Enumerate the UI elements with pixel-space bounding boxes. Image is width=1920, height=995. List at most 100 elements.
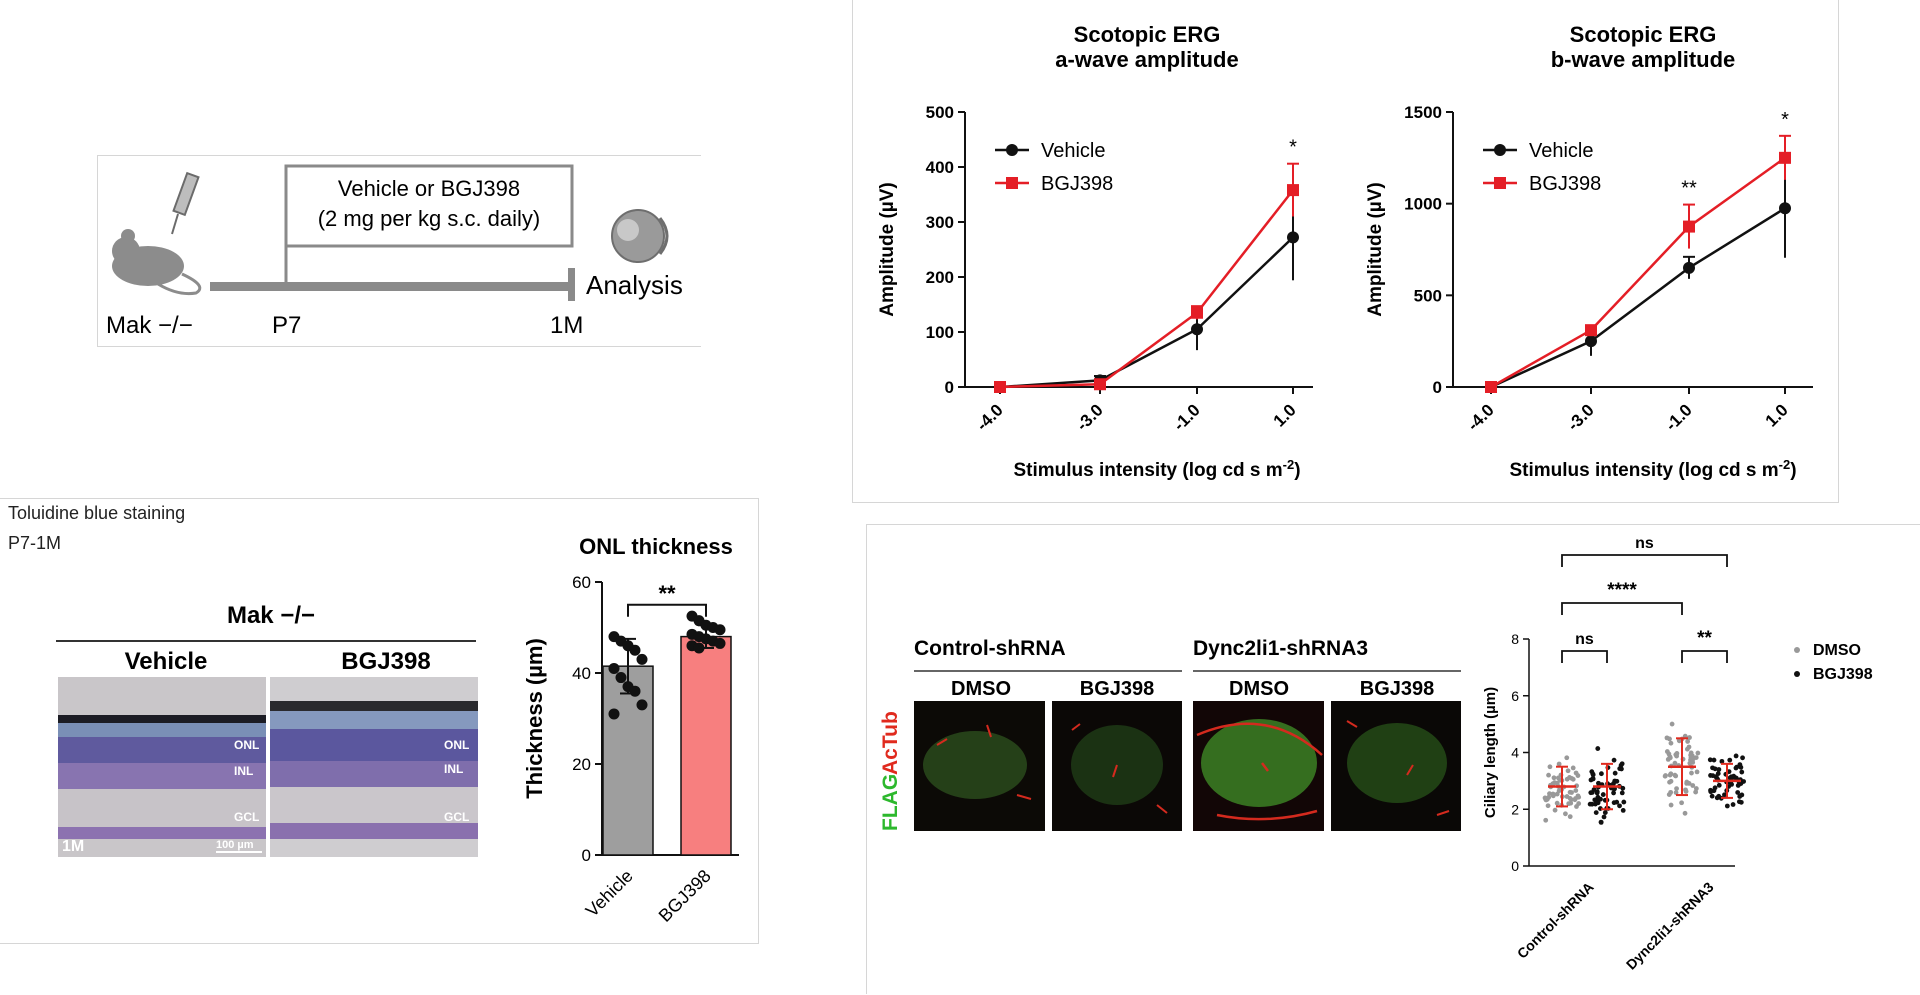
data-point bbox=[1573, 796, 1578, 801]
data-point bbox=[1591, 787, 1597, 793]
data-point bbox=[1547, 764, 1553, 770]
significance-mark: ns bbox=[1575, 631, 1594, 648]
significance-mark: * bbox=[1781, 109, 1789, 131]
data-point bbox=[1619, 790, 1625, 796]
chart-title: Scotopic ERG bbox=[1074, 22, 1221, 47]
data-point bbox=[994, 381, 1006, 393]
series-line-Vehicle bbox=[1490, 207, 1786, 389]
data-point bbox=[1724, 803, 1730, 809]
x-tick-label: -4.0 bbox=[973, 400, 1007, 434]
data-point bbox=[1711, 757, 1717, 763]
data-point bbox=[1556, 788, 1562, 794]
data-point bbox=[1695, 750, 1701, 756]
data-point bbox=[1573, 770, 1579, 776]
data-point bbox=[1585, 335, 1597, 348]
x-tick-label: -4.0 bbox=[1464, 400, 1498, 434]
data-point bbox=[1716, 767, 1722, 772]
data-point bbox=[1730, 775, 1735, 780]
data-point bbox=[1546, 772, 1551, 778]
significance-mark: * bbox=[1289, 137, 1297, 159]
data-point bbox=[1593, 810, 1599, 815]
data-point bbox=[1551, 775, 1557, 781]
chart-title: ONL thickness bbox=[579, 534, 733, 559]
data-point bbox=[1598, 819, 1604, 825]
mouse-icon bbox=[112, 229, 202, 296]
data-point bbox=[1707, 757, 1713, 763]
legend-label: DMSO bbox=[1813, 642, 1861, 659]
data-point bbox=[1712, 766, 1718, 772]
y-tick-label: 0 bbox=[945, 378, 954, 397]
data-point bbox=[1599, 771, 1604, 777]
significance-bracket bbox=[627, 603, 707, 617]
data-point bbox=[1739, 792, 1745, 798]
syringe-icon bbox=[171, 171, 200, 235]
bgj-section-image bbox=[270, 677, 478, 857]
data-point bbox=[1564, 755, 1570, 761]
vehicle-section-image bbox=[58, 677, 266, 857]
data-point bbox=[1683, 789, 1689, 794]
treatment-box bbox=[284, 164, 574, 248]
data-point bbox=[1710, 773, 1716, 779]
end-tick bbox=[568, 268, 575, 301]
bar-Vehicle bbox=[602, 665, 654, 856]
y-tick-label: 0 bbox=[582, 846, 591, 865]
data-point bbox=[636, 699, 648, 711]
data-point bbox=[1602, 810, 1608, 815]
data-point bbox=[1673, 752, 1679, 758]
y-tick-label: 200 bbox=[926, 268, 954, 287]
bgj-image-label: BGJ398 bbox=[341, 648, 430, 675]
data-point bbox=[1287, 184, 1299, 197]
timeline-bar bbox=[210, 282, 572, 291]
data-point bbox=[1618, 762, 1624, 768]
data-point bbox=[1576, 801, 1582, 806]
end-label: 1M bbox=[550, 312, 583, 339]
x-tick-label: -3.0 bbox=[1073, 400, 1107, 434]
data-point bbox=[1287, 231, 1299, 244]
data-point bbox=[1668, 771, 1674, 777]
data-point bbox=[1674, 786, 1679, 791]
series-line-BGJ398 bbox=[999, 189, 1294, 389]
data-point bbox=[1595, 800, 1601, 806]
data-point bbox=[1722, 792, 1727, 798]
y-tick-label: 20 bbox=[572, 755, 591, 774]
x-tick-label: 1.0 bbox=[1270, 400, 1300, 430]
period-label: P7-1M bbox=[8, 533, 62, 553]
layer-gcl-left: GCL bbox=[234, 810, 259, 824]
data-point bbox=[1094, 378, 1106, 391]
bgj-label-1: BGJ398 bbox=[1080, 678, 1155, 700]
data-point bbox=[1600, 792, 1606, 797]
data-point bbox=[1779, 151, 1791, 164]
data-point bbox=[1554, 800, 1560, 806]
layer-inl-right: INL bbox=[444, 762, 463, 776]
data-point bbox=[1563, 811, 1568, 817]
legend-label: Vehicle bbox=[1041, 140, 1106, 162]
knockdown-group-label: Dync2li1-shRNA3 bbox=[1193, 637, 1368, 660]
legend-label: BGJ398 bbox=[1813, 666, 1873, 683]
data-point bbox=[1667, 755, 1673, 761]
data-point bbox=[1573, 788, 1579, 793]
data-point bbox=[1683, 261, 1695, 274]
data-point bbox=[1485, 381, 1497, 393]
legend-marker bbox=[1494, 144, 1506, 156]
retina-histology: Mak −/− Vehicle BGJ398 ONL INL GCL bbox=[56, 602, 478, 857]
chart-title: Scotopic ERG bbox=[1570, 22, 1717, 47]
significance-bracket bbox=[1561, 650, 1608, 663]
data-point bbox=[1567, 789, 1573, 795]
data-point bbox=[1614, 778, 1620, 784]
layer-onl-left: ONL bbox=[234, 738, 259, 752]
mouse-genotype-label: Mak −/− bbox=[106, 312, 193, 339]
dmso-label-2: DMSO bbox=[1229, 678, 1289, 700]
data-point bbox=[1740, 755, 1745, 761]
eye-icon bbox=[611, 209, 669, 263]
data-point bbox=[1689, 770, 1694, 776]
y-tick-label: 2 bbox=[1511, 801, 1519, 817]
data-point bbox=[1567, 795, 1573, 801]
data-point bbox=[714, 624, 726, 636]
data-point bbox=[1683, 220, 1695, 233]
micrograph-control-bgj bbox=[1052, 701, 1182, 831]
data-point bbox=[1686, 744, 1692, 750]
significance-bracket bbox=[1681, 650, 1728, 663]
data-point bbox=[1716, 782, 1722, 788]
data-point bbox=[1733, 765, 1739, 771]
